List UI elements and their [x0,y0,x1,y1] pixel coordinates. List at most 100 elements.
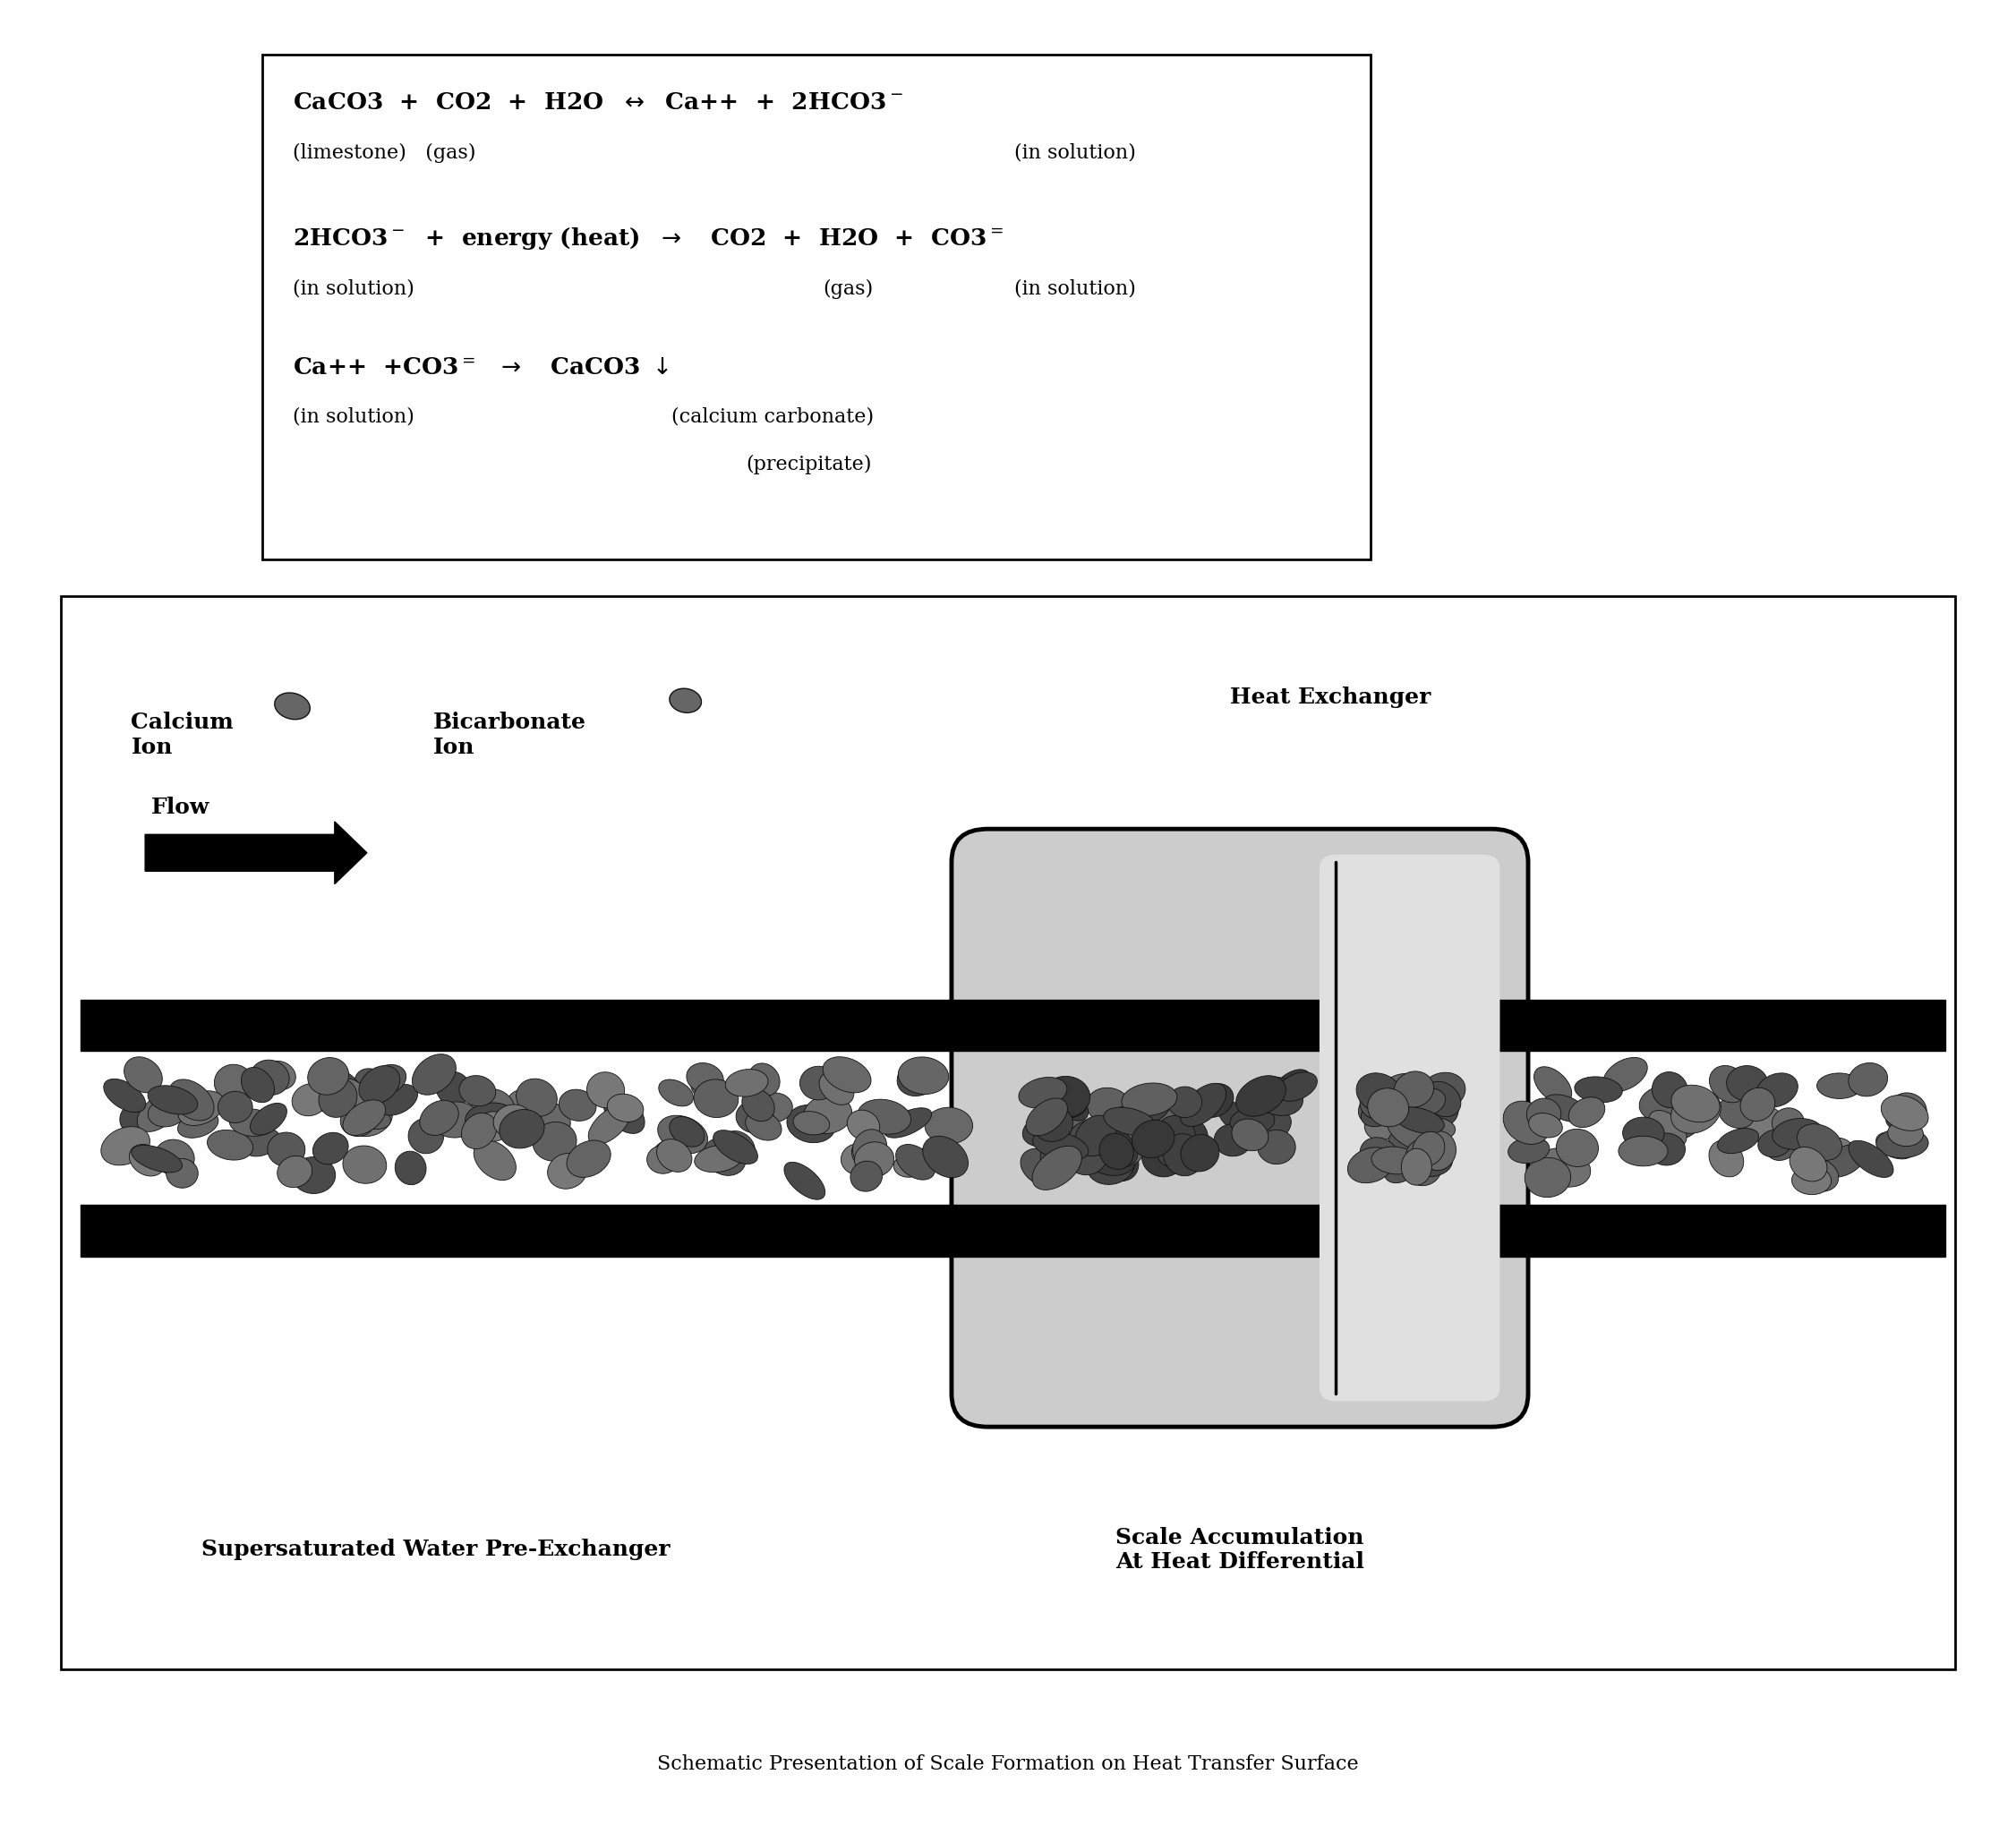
Ellipse shape [895,1144,935,1179]
Ellipse shape [1718,1097,1754,1128]
Ellipse shape [169,1080,214,1121]
Ellipse shape [742,1089,774,1121]
Ellipse shape [1252,1077,1302,1115]
Ellipse shape [1032,1146,1083,1190]
Text: Schematic Presentation of Scale Formation on Heat Transfer Surface: Schematic Presentation of Scale Formatio… [657,1755,1359,1773]
Ellipse shape [343,1146,387,1183]
Ellipse shape [1623,1117,1665,1150]
Ellipse shape [1405,1144,1452,1177]
Ellipse shape [208,1130,252,1161]
Ellipse shape [1022,1113,1070,1146]
Ellipse shape [1379,1100,1411,1128]
Ellipse shape [851,1161,883,1192]
Ellipse shape [1798,1159,1839,1192]
Ellipse shape [312,1133,349,1165]
Ellipse shape [1272,1069,1310,1106]
Ellipse shape [125,1056,163,1093]
Ellipse shape [784,1163,825,1199]
Ellipse shape [1544,1095,1587,1122]
Ellipse shape [1131,1086,1171,1124]
Ellipse shape [419,1100,458,1135]
Ellipse shape [308,1058,349,1095]
Ellipse shape [1034,1108,1073,1141]
Ellipse shape [1736,1102,1788,1143]
Ellipse shape [460,1075,496,1106]
Text: Ca++  +CO3$^=$  $\rightarrow$   CaCO3 $\downarrow$: Ca++ +CO3$^=$ $\rightarrow$ CaCO3 $\down… [292,356,669,378]
Ellipse shape [500,1110,544,1148]
Ellipse shape [1401,1088,1445,1119]
Ellipse shape [119,1102,153,1133]
Ellipse shape [506,1089,542,1126]
Ellipse shape [129,1144,165,1176]
Ellipse shape [1167,1086,1202,1117]
Ellipse shape [694,1080,738,1117]
Ellipse shape [494,1104,532,1137]
Ellipse shape [478,1111,510,1141]
Ellipse shape [857,1099,911,1133]
Ellipse shape [833,1066,865,1093]
Ellipse shape [218,1091,252,1122]
Ellipse shape [1155,1115,1195,1155]
Ellipse shape [847,1110,879,1141]
Ellipse shape [1157,1139,1208,1168]
Ellipse shape [1087,1146,1135,1185]
Ellipse shape [1248,1111,1290,1146]
Ellipse shape [607,1093,643,1122]
Ellipse shape [1528,1113,1562,1137]
Ellipse shape [250,1060,290,1095]
Ellipse shape [736,1100,774,1133]
Ellipse shape [242,1128,280,1157]
Ellipse shape [268,1132,304,1166]
Ellipse shape [1792,1166,1831,1194]
Ellipse shape [1417,1117,1456,1141]
Ellipse shape [1649,1110,1687,1146]
Ellipse shape [704,1137,746,1176]
Ellipse shape [1718,1128,1758,1154]
Ellipse shape [1099,1133,1133,1170]
Ellipse shape [1250,1078,1282,1110]
Ellipse shape [292,1084,329,1115]
Ellipse shape [1081,1133,1137,1176]
Ellipse shape [319,1067,363,1108]
Ellipse shape [687,1064,724,1093]
Ellipse shape [274,693,310,719]
Ellipse shape [883,1108,931,1137]
Ellipse shape [669,688,702,713]
Ellipse shape [841,1144,877,1176]
Ellipse shape [1093,1121,1129,1159]
Ellipse shape [823,1056,871,1093]
Ellipse shape [1891,1093,1927,1126]
Ellipse shape [1710,1141,1744,1177]
Ellipse shape [1421,1132,1456,1170]
Ellipse shape [1163,1117,1200,1150]
Ellipse shape [474,1141,516,1181]
Ellipse shape [177,1111,218,1137]
Ellipse shape [1230,1108,1274,1135]
Ellipse shape [754,1093,792,1122]
Ellipse shape [800,1066,837,1100]
Ellipse shape [1020,1148,1064,1187]
Ellipse shape [1849,1141,1893,1177]
Ellipse shape [1758,1130,1792,1157]
Ellipse shape [1790,1146,1826,1181]
Ellipse shape [1103,1108,1157,1135]
Ellipse shape [1163,1133,1204,1176]
Ellipse shape [1365,1111,1397,1141]
Ellipse shape [1121,1084,1177,1115]
Ellipse shape [1195,1084,1234,1117]
Ellipse shape [786,1104,837,1143]
Text: CaCO3  +  CO2  +  H2O  $\leftrightarrow$  Ca++  +  2HCO3$^-$: CaCO3 + CO2 + H2O $\leftrightarrow$ Ca++… [292,92,903,114]
Ellipse shape [1508,1137,1550,1163]
Ellipse shape [1639,1086,1689,1122]
Ellipse shape [1236,1077,1286,1117]
Ellipse shape [1107,1132,1145,1166]
Ellipse shape [1018,1077,1066,1108]
Ellipse shape [1258,1130,1296,1165]
Ellipse shape [1129,1111,1165,1141]
Ellipse shape [1032,1132,1089,1161]
Ellipse shape [1214,1124,1252,1155]
Ellipse shape [722,1132,756,1163]
Ellipse shape [1661,1111,1702,1141]
Ellipse shape [1389,1132,1429,1159]
Text: Calcium
Ion: Calcium Ion [131,712,234,757]
